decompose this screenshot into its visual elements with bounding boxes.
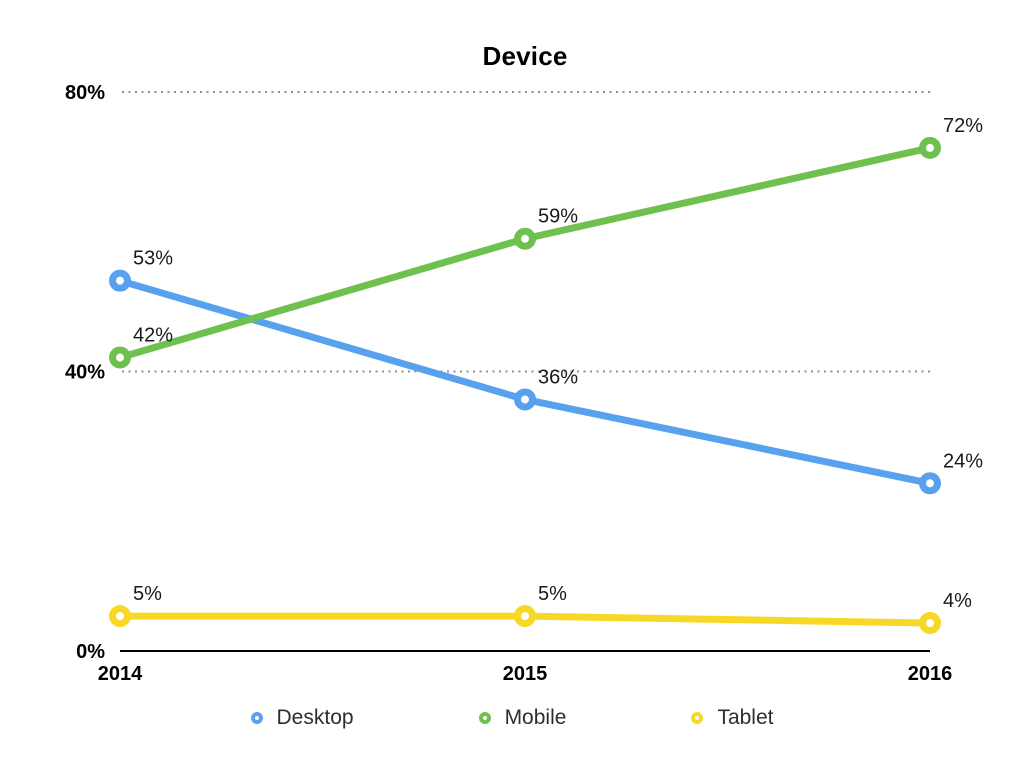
point-desktop-2014[interactable] xyxy=(109,269,131,292)
point-label-desktop-2015: 36% xyxy=(538,366,578,388)
legend-item-desktop[interactable]: Desktop xyxy=(250,706,354,730)
x-tick-label: 2014 xyxy=(98,663,143,685)
mobile-ring-icon xyxy=(478,712,491,724)
point-label-tablet-2016: 4% xyxy=(943,590,972,612)
point-label-tablet-2015: 5% xyxy=(538,583,567,605)
point-label-mobile-2014: 42% xyxy=(133,325,173,347)
y-tick-label: 80% xyxy=(65,82,105,104)
chart-title: Device xyxy=(482,41,568,71)
point-tablet-2016[interactable] xyxy=(919,612,941,635)
legend-label-desktop: Desktop xyxy=(276,706,354,729)
point-label-mobile-2015: 59% xyxy=(538,206,578,228)
point-desktop-2015[interactable] xyxy=(514,388,536,411)
point-mobile-2016[interactable] xyxy=(919,136,941,159)
point-mobile-2015[interactable] xyxy=(514,227,536,250)
point-mobile-2014[interactable] xyxy=(109,346,131,369)
x-tick-label: 2015 xyxy=(503,663,548,685)
legend: Desktop Mobile Tablet xyxy=(0,706,1024,730)
legend-item-mobile[interactable]: Mobile xyxy=(478,706,567,730)
x-tick-label: 2016 xyxy=(908,663,953,685)
legend-label-tablet: Tablet xyxy=(717,706,774,729)
point-label-desktop-2016: 24% xyxy=(943,450,983,472)
legend-label-mobile: Mobile xyxy=(504,706,567,729)
point-label-desktop-2014: 53% xyxy=(133,248,173,270)
tablet-ring-icon xyxy=(691,712,704,724)
desktop-ring-icon xyxy=(250,712,263,724)
point-label-tablet-2014: 5% xyxy=(133,583,162,605)
point-desktop-2016[interactable] xyxy=(919,472,941,495)
point-label-mobile-2016: 72% xyxy=(943,115,983,137)
y-tick-label: 40% xyxy=(65,362,105,384)
series-line-mobile xyxy=(116,144,934,362)
legend-item-tablet[interactable]: Tablet xyxy=(691,706,773,730)
point-tablet-2014[interactable] xyxy=(109,605,131,628)
y-tick-label: 0% xyxy=(76,641,105,663)
series-line-desktop xyxy=(116,277,934,487)
point-tablet-2015[interactable] xyxy=(514,605,536,628)
